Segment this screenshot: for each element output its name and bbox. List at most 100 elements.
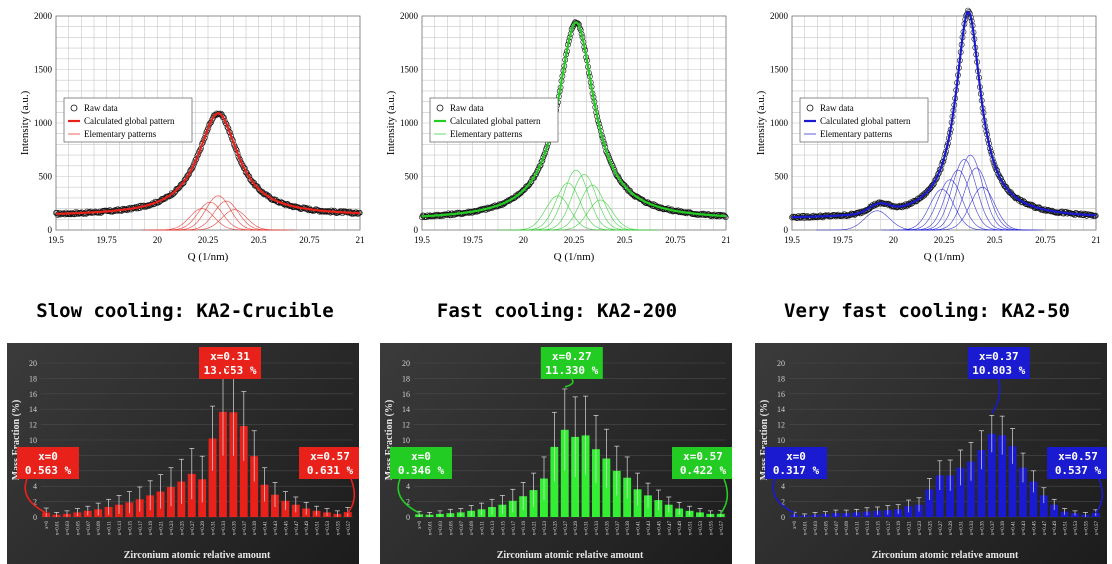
x-tick-label: 19.5 [414, 235, 430, 245]
raw-data-point [633, 193, 640, 200]
x-tick-label: x=0.39 [253, 521, 258, 536]
bar [987, 433, 996, 517]
bar [239, 426, 248, 517]
annotation-x-label: x=0 [411, 450, 431, 463]
y-tick-label: 500 [405, 172, 419, 182]
annotation-arrow [564, 378, 574, 388]
x-tick-label: 19.75 [97, 235, 118, 245]
annotation-arrow [397, 478, 420, 514]
x-tick-label: x=0.07 [87, 521, 92, 536]
annotation-arrow [991, 378, 1001, 414]
x-tick-label: x=0 [45, 521, 50, 529]
bar [560, 429, 569, 517]
x-tick-label: x=0.57 [1095, 521, 1100, 536]
x-tick-label: x=0.43 [1022, 521, 1027, 536]
x-tick-label: x=0.05 [824, 521, 829, 536]
annotation-value-label: 0.317 % [773, 464, 820, 477]
x-tick-label: x=0.19 [897, 521, 902, 536]
x-tick-label: x=0.27 [191, 521, 196, 536]
x-tick-label: x=0.35 [232, 521, 237, 536]
bar [1029, 481, 1038, 517]
xrd-plot-slow: 0 500 1000 1500 2000 19.5 19.75 20 20.25 20.5 20.7… [19, 11, 365, 263]
elementary-pattern-line [165, 200, 287, 231]
x-tick-label: x=0.51 [1064, 521, 1069, 536]
annotation-value-label: 0.563 % [25, 464, 72, 477]
elementary-pattern-line [921, 186, 1044, 231]
legend-marker-raw [806, 104, 814, 112]
x-tick-label: 20.25 [198, 235, 219, 245]
y-axis-label: Intensity (a.u.) [385, 90, 397, 155]
annotation-box [540, 347, 603, 379]
x-tick-label: x=0.05 [449, 521, 454, 536]
x-tick-label: x=0.13 [866, 521, 871, 536]
raw-data-point [245, 172, 252, 179]
y-tick-label: 2000 [770, 11, 789, 21]
panel-title-very-fast: Very fast cooling: KA2-50 [784, 300, 1070, 322]
x-tick-label: x=0.49 [305, 521, 310, 536]
annotation-value-label: 11.330 % [545, 364, 598, 377]
annotation-arrow [24, 478, 47, 514]
annotation-box [1047, 447, 1107, 479]
x-tick-label: x=0.43 [274, 521, 279, 536]
annotation-value-label: 0.631 % [307, 464, 354, 477]
raw-data-point [921, 192, 928, 199]
x-tick-label: x=0.09 [97, 521, 102, 536]
y-tick-label: 14 [402, 405, 410, 414]
bar [935, 475, 944, 517]
annotation-x-label: x=0.57 [683, 450, 723, 463]
y-axis-label: Intensity (a.u.) [755, 90, 767, 155]
x-tick-label: x=0.41 [1012, 521, 1017, 536]
x-axis-label: Q (1/nm) [924, 251, 965, 263]
x-tick-label: x=0.47 [295, 521, 300, 536]
x-tick-label: x=0.03 [814, 521, 819, 536]
x-tick-label: x=0.37 [616, 521, 621, 536]
y-tick-label: 16 [29, 390, 37, 399]
x-tick-label: 20 [519, 235, 529, 245]
bar-plot-area: 02468101214161820Mass Fraction (%)x=0x=0… [384, 347, 732, 561]
x-tick-label: x=0.57 [720, 521, 725, 536]
x-tick-label: x=0.21 [533, 521, 538, 536]
annotation-arrow [1095, 478, 1104, 514]
x-tick-label: x=0.09 [845, 521, 850, 536]
xrd-chart-slow: 0 500 1000 1500 2000 19.5 19.75 20 20.25 20.5 20.7… [16, 4, 376, 276]
y-tick-label: 1000 [770, 118, 789, 128]
y-tick-label: 14 [777, 405, 785, 414]
x-tick-label: x=0.53 [326, 521, 331, 536]
x-tick-label: 19.5 [48, 235, 64, 245]
annotation-x-label: x=0.57 [1058, 450, 1098, 463]
y-tick-label: 1500 [400, 65, 419, 75]
x-tick-label: x=0.31 [960, 521, 965, 536]
y-tick-label: 4 [406, 482, 410, 491]
y-tick-label: 0 [406, 513, 410, 522]
x-tick-label: 20.75 [665, 235, 686, 245]
annotation-arrow [772, 478, 795, 514]
raw-data-point [534, 167, 541, 173]
annotation-box [672, 447, 732, 479]
x-tick-label: x=0.19 [149, 521, 154, 536]
bar-plot-fast: 02468101214161820Mass Fraction (%)x=0x=0… [384, 347, 732, 561]
annotation-x-label: x=0 [786, 450, 806, 463]
x-tick-label: x=0.19 [522, 521, 527, 536]
y-tick-label: 20 [777, 359, 785, 368]
bar [229, 412, 238, 517]
bar [581, 435, 590, 517]
y-axis-label: Mass Fraction (%) [759, 400, 770, 481]
x-tick-label: x=0.53 [1074, 521, 1079, 536]
x-tick-label: x=0.33 [595, 521, 600, 536]
x-tick-label: x=0.39 [1001, 521, 1006, 536]
x-tick-label: 21 [722, 235, 731, 245]
raw-data-point [524, 183, 531, 190]
x-tick-label: x=0.37 [991, 521, 996, 536]
x-tick-label: x=0.45 [284, 521, 289, 536]
xrd-plot-fast: 0 500 1000 1500 2000 19.5 19.75 20 20.25 20.5 20.7… [385, 11, 731, 263]
x-tick-label: x=0.35 [605, 521, 610, 536]
y-tick-label: 4 [33, 482, 37, 491]
x-tick-label: x=0.23 [170, 521, 175, 536]
x-tick-label: x=0.29 [574, 521, 579, 536]
x-tick-label: 21 [356, 235, 365, 245]
y-tick-label: 1000 [34, 118, 53, 128]
legend-label-raw: Raw data [450, 103, 484, 113]
calculated-global-pattern-line [56, 112, 361, 215]
x-tick-label: x=0.01 [804, 521, 809, 536]
x-tick-label: x=0.23 [918, 521, 923, 536]
